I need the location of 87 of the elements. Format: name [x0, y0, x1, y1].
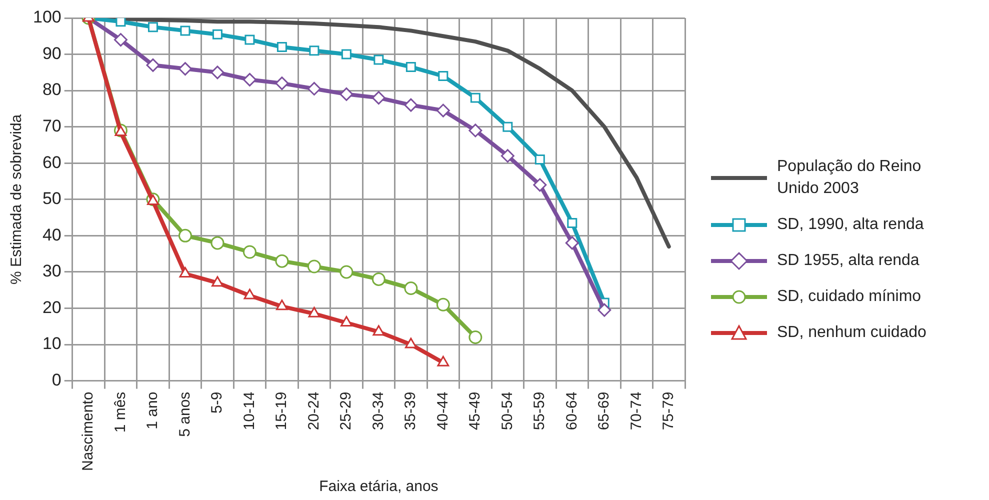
point [404, 338, 417, 348]
point [242, 72, 256, 86]
x-tick-label: 1 mês [112, 392, 129, 433]
y-tick-label: 10 [42, 334, 62, 354]
point [244, 288, 256, 300]
point [307, 260, 321, 274]
x-tick-label: 70-74 [628, 392, 645, 430]
x-tick-label: 15-19 [273, 392, 290, 430]
x-axis-title: Faixa etária, anos [319, 478, 438, 496]
x-tick-label: 5-9 [208, 392, 226, 414]
x-tick-label: 10-14 [240, 392, 258, 430]
x-tick-label: 50-54 [498, 392, 516, 430]
point [372, 91, 386, 105]
y-tick-label: 100 [32, 8, 62, 27]
legend-label: SD, 1990, alta renda [777, 215, 924, 235]
point [148, 22, 158, 32]
legend-label: População do Reino Unido 2003 [777, 157, 922, 199]
point [598, 303, 612, 317]
point [502, 122, 513, 132]
x-tick-label: 25-29 [338, 392, 355, 430]
point [468, 124, 482, 138]
point [404, 282, 418, 296]
point [437, 356, 450, 366]
point [436, 298, 450, 312]
point [276, 300, 288, 310]
x-tick-label: 65-69 [596, 392, 613, 430]
x-tick-label: 1 ano [144, 392, 162, 430]
x-tick-label: 5 anos [176, 392, 194, 437]
point [212, 276, 224, 287]
point [178, 228, 192, 242]
x-tick-label: 40-44 [434, 392, 452, 430]
point [180, 26, 190, 36]
point [406, 62, 416, 72]
legend-label: SD, cuidado mínimo [777, 287, 922, 307]
y-tick-label: 70 [42, 116, 62, 136]
point [372, 325, 385, 336]
point [114, 33, 128, 47]
point [178, 62, 192, 76]
legend-label: SD 1955, alta renda [777, 251, 920, 271]
point [500, 149, 514, 163]
point [307, 82, 321, 96]
point [340, 265, 354, 279]
point [436, 104, 450, 118]
point [341, 49, 352, 60]
point [340, 87, 354, 101]
point [210, 66, 224, 80]
y-tick-label: 60 [42, 152, 62, 172]
point [565, 236, 579, 250]
x-tick-label: 55-59 [531, 392, 548, 430]
y-axis-title: % Estimada de sobrevida [8, 114, 26, 284]
x-tick-label: 35-39 [402, 392, 420, 430]
y-tick-label: 90 [42, 44, 62, 63]
legend-label: SD, nenhum cuidado [777, 323, 926, 343]
x-tick-label: 60-64 [563, 392, 580, 430]
x-tick-label: 20-24 [305, 392, 322, 430]
point [372, 272, 386, 286]
point [244, 34, 255, 45]
point [470, 92, 480, 103]
point [533, 178, 547, 192]
point [438, 71, 448, 82]
point [212, 29, 222, 40]
x-tick-label: 45-49 [466, 392, 484, 430]
x-tick-label: Nascimento [80, 392, 97, 472]
point [242, 245, 256, 259]
point [210, 236, 224, 250]
point [179, 267, 192, 278]
point [309, 46, 320, 56]
x-tick-label: 30-34 [370, 392, 387, 430]
point [275, 76, 289, 90]
y-tick-label: 40 [42, 225, 62, 244]
point [276, 42, 287, 52]
y-tick-label: 30 [42, 262, 62, 281]
point [116, 18, 126, 27]
y-tick-label: 50 [42, 189, 62, 208]
y-tick-label: 80 [42, 80, 62, 100]
point [374, 54, 384, 65]
point [275, 254, 289, 268]
point [146, 58, 160, 72]
point [534, 154, 545, 164]
point [404, 98, 418, 112]
point [567, 218, 578, 228]
point [340, 316, 352, 327]
x-tick-label: 75-79 [660, 392, 678, 430]
y-tick-label: 20 [42, 298, 62, 317]
y-tick-label: 0 [52, 370, 62, 390]
point [468, 330, 482, 344]
point [308, 306, 320, 318]
